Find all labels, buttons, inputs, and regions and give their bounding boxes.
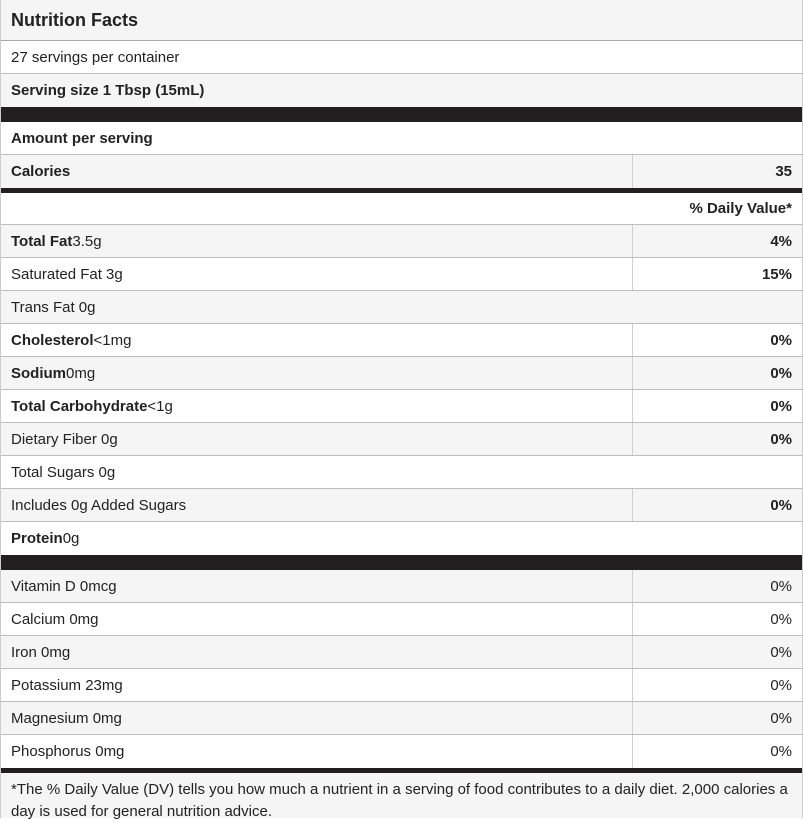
serving-size: Serving size 1 Tbsp (15mL) <box>11 82 205 99</box>
daily-value: 4% <box>770 232 792 250</box>
daily-value: 0% <box>770 743 792 760</box>
micronutrient-row-potassium: Potassium 23mg 0% <box>1 669 802 702</box>
nutrient-name: Sodium 0mg <box>1 357 633 389</box>
section-divider-bar <box>1 107 802 122</box>
daily-value: 0% <box>770 331 792 349</box>
nutrient-name: Magnesium 0mg <box>1 702 633 734</box>
daily-value: 15% <box>761 265 792 283</box>
nutrient-name: Vitamin D 0mcg <box>1 570 633 602</box>
micronutrient-row-phosphorus: Phosphorus 0mg 0% <box>1 735 802 768</box>
daily-value-header-row: % Daily Value* <box>1 193 802 225</box>
section-divider-bar <box>1 768 802 773</box>
nutrient-row-protein: Protein 0g <box>1 522 802 555</box>
servings-per-container-row: 27 servings per container <box>1 41 802 74</box>
nutrient-row-trans-fat: Trans Fat 0g <box>1 291 802 324</box>
section-divider-bar <box>1 188 802 193</box>
nutrient-row-total-carbohydrate: Total Carbohydrate <1g 0% <box>1 390 802 423</box>
nutrient-name: Saturated Fat 3g <box>1 258 633 290</box>
daily-value: 0% <box>770 709 792 727</box>
nutrient-name: Phosphorus 0mg <box>1 735 633 768</box>
daily-value-footnote: *The % Daily Value (DV) tells you how mu… <box>1 773 802 820</box>
nutrient-name: Total Carbohydrate <1g <box>1 390 633 422</box>
servings-per-container: 27 servings per container <box>11 48 180 66</box>
label-title: Nutrition Facts <box>1 0 802 41</box>
nutrient-name: Total Fat 3.5g <box>1 225 633 257</box>
section-divider-bar <box>1 555 802 570</box>
nutrient-name: Total Sugars 0g <box>11 463 116 481</box>
nutrient-name: Potassium 23mg <box>1 669 633 701</box>
nutrient-name: Cholesterol <1mg <box>1 324 633 356</box>
calories-row: Calories 35 <box>1 155 802 188</box>
nutrient-name: Includes 0g Added Sugars <box>1 489 633 521</box>
daily-value-header: % Daily Value* <box>689 200 792 217</box>
amount-per-serving: Amount per serving <box>11 129 153 147</box>
micronutrient-row-magnesium: Magnesium 0mg 0% <box>1 702 802 735</box>
nutrient-name: Dietary Fiber 0g <box>1 423 633 455</box>
daily-value: 0% <box>770 676 792 694</box>
daily-value: 0% <box>770 496 792 514</box>
nutrient-row-total-fat: Total Fat 3.5g 4% <box>1 225 802 258</box>
daily-value: 0% <box>770 610 792 628</box>
serving-size-row: Serving size 1 Tbsp (15mL) <box>1 74 802 107</box>
daily-value: 0% <box>770 577 792 595</box>
daily-value: 0% <box>770 430 792 448</box>
nutrient-row-saturated-fat: Saturated Fat 3g 15% <box>1 258 802 291</box>
daily-value: 0% <box>770 397 792 415</box>
nutrient-row-total-sugars: Total Sugars 0g <box>1 456 802 489</box>
nutrient-name: Protein 0g <box>11 530 80 547</box>
nutrient-name: Trans Fat 0g <box>11 298 96 316</box>
daily-value: 0% <box>770 643 792 661</box>
daily-value: 0% <box>770 364 792 382</box>
nutrient-row-sodium: Sodium 0mg 0% <box>1 357 802 390</box>
nutrient-row-cholesterol: Cholesterol <1mg 0% <box>1 324 802 357</box>
micronutrient-row-vitamin-d: Vitamin D 0mcg 0% <box>1 570 802 603</box>
micronutrient-row-calcium: Calcium 0mg 0% <box>1 603 802 636</box>
nutrient-row-dietary-fiber: Dietary Fiber 0g 0% <box>1 423 802 456</box>
amount-per-serving-row: Amount per serving <box>1 122 802 155</box>
micronutrient-row-iron: Iron 0mg 0% <box>1 636 802 669</box>
nutrient-row-added-sugars: Includes 0g Added Sugars 0% <box>1 489 802 522</box>
calories-label: Calories <box>1 155 633 188</box>
nutrient-name: Iron 0mg <box>1 636 633 668</box>
calories-value: 35 <box>775 163 792 180</box>
nutrient-name: Calcium 0mg <box>1 603 633 635</box>
